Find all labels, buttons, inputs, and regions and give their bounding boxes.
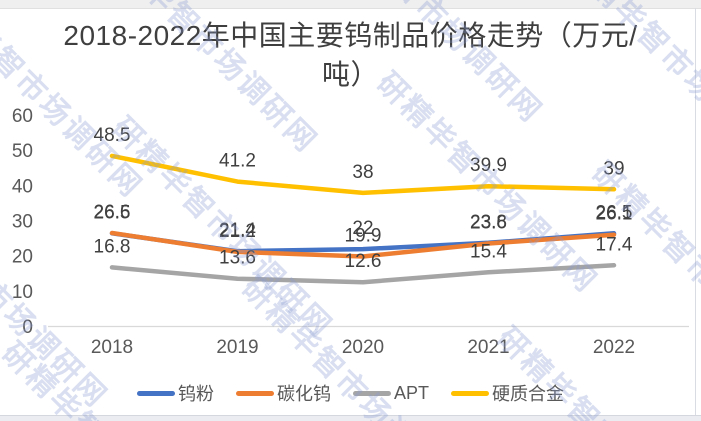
y-tick-label: 60 [12,106,33,127]
legend-label: 硬质合金 [492,384,564,404]
data-label: 23.8 [470,212,507,233]
data-label: 39.9 [470,155,507,176]
legend-line-marker [352,390,391,396]
data-label: 13.6 [219,248,256,269]
data-label: 22 [352,218,373,239]
chart-title: 2018-2022年中国主要钨制品价格走势（万元/ 吨） [0,16,701,94]
data-label: 12.6 [345,251,382,272]
y-tick-label: 30 [12,212,33,233]
data-label: 38 [352,162,373,183]
y-tick-label: 40 [12,176,33,197]
bottom-border-strip [0,415,701,421]
y-tick-label: 50 [12,141,33,162]
data-label: 16.8 [94,236,131,257]
legend-item-apt: APT [352,382,429,404]
series-line [109,230,617,259]
y-tick-label: 0 [22,317,33,338]
right-border-line [695,8,696,415]
data-label: 21.4 [219,220,256,241]
data-label: 26.6 [94,202,131,223]
data-label: 23.6 [470,213,507,234]
chart-title-line2: 吨） [321,59,379,90]
top-border-strip [0,0,701,9]
data-label: 21.2 [219,221,256,242]
legend-label: 钨粉 [177,384,214,404]
x-tick-label: 2019 [216,337,258,358]
chart-legend: 钨粉 碳化钨 APT 硬质合金 [0,380,701,406]
x-tick-label: 2022 [593,337,635,358]
data-label: 26.5 [94,202,131,223]
data-label: 26.5 [596,202,633,223]
legend-item-cemented-carbide: 硬质合金 [451,380,564,406]
data-label: 48.5 [94,125,131,146]
data-label: 17.4 [596,234,633,255]
data-label: 19.9 [345,226,382,247]
series-line [109,263,617,285]
data-label: 41.2 [219,151,256,172]
legend-item-tungsten-carbide: 碳化钨 [235,380,331,406]
x-tick-label: 2020 [342,337,384,358]
y-tick-label: 20 [12,247,33,268]
legend-line-marker [136,390,175,396]
data-label: 39 [603,158,624,179]
legend-line-marker [451,390,489,396]
legend-item-tungsten-powder: 钨粉 [136,380,214,406]
x-tick-label: 2021 [467,337,509,358]
y-tick-label: 10 [12,282,33,303]
chart-title-line1: 2018-2022年中国主要钨制品价格走势（万元/ [63,20,638,51]
legend-label: APT [393,382,429,403]
series-line [109,153,617,196]
legend-label: 碳化钨 [276,384,331,404]
x-tick-label: 2018 [91,337,133,358]
data-label: 15.4 [470,241,507,262]
legend-line-marker [235,390,274,396]
data-label: 26.1 [596,204,633,225]
